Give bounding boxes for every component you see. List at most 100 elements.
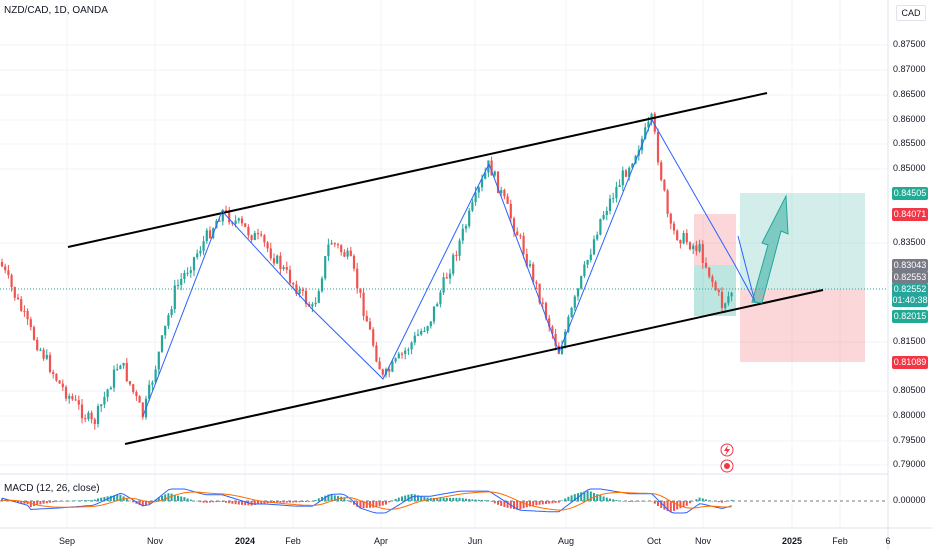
time-axis-label: Apr [373, 536, 389, 546]
macd-histogram-bar [308, 501, 311, 502]
candle-body [349, 250, 352, 256]
candle-body [362, 292, 365, 316]
candle-body [464, 226, 468, 229]
macd-histogram-bar [660, 501, 663, 508]
macd-histogram-bar [263, 501, 266, 504]
event-icon[interactable] [720, 459, 734, 473]
price-axis-label: 0.87000 [893, 64, 926, 74]
macd-histogram-bar [202, 501, 205, 503]
candle-body [285, 267, 288, 270]
channel-upper-line[interactable] [67, 92, 768, 248]
candle-body [576, 288, 580, 297]
symbol-title[interactable]: NZD/CAD, 1D, OANDA [4, 5, 108, 16]
candle-body [567, 316, 570, 332]
candle-body [471, 202, 474, 211]
macd-histogram-bar [257, 501, 259, 505]
macd-histogram-bar [545, 501, 547, 504]
candle-body [4, 266, 7, 271]
candle-body [324, 256, 327, 279]
price-axis-label: 0.81500 [893, 336, 926, 346]
candle-body [109, 387, 112, 390]
candle-body [71, 396, 74, 400]
macd-histogram-bar [241, 501, 243, 505]
candle-body [186, 272, 189, 274]
time-axis-label: Oct [646, 536, 662, 546]
currency-button[interactable]: CAD [896, 5, 926, 21]
candle-body [416, 334, 420, 336]
macd-histogram-bar [42, 501, 45, 504]
candle-body [183, 273, 186, 279]
macd-histogram-bar [71, 500, 74, 502]
short-position-target-zone[interactable] [694, 265, 736, 316]
candle-body [112, 369, 116, 388]
candle-body [554, 333, 557, 346]
candle-body [624, 170, 628, 177]
candle-body [180, 278, 183, 285]
macd-histogram-bar [196, 501, 199, 502]
candle-body [461, 228, 464, 241]
long-position-target-zone[interactable] [740, 193, 865, 289]
candle-body [58, 380, 61, 384]
macd-histogram-bar [298, 501, 301, 503]
macd-histogram-bar [301, 501, 304, 503]
channel-lower-line[interactable] [124, 289, 824, 445]
candle-body [74, 399, 77, 401]
macd-histogram-bar [538, 501, 541, 505]
projection-arrow[interactable] [751, 194, 789, 304]
macd-histogram-bar [157, 497, 160, 501]
candle-body [336, 244, 340, 246]
candle-body [224, 210, 228, 212]
candle-body [439, 292, 442, 305]
candle-body [496, 171, 500, 194]
candle-body [372, 329, 375, 346]
macd-histogram-bar [77, 500, 80, 501]
time-axis-label: 2025 [781, 536, 803, 546]
macd-histogram-bar [692, 501, 695, 502]
macd-histogram-bar [513, 501, 515, 510]
time-axis-label: Nov [694, 536, 712, 546]
candle-body [506, 196, 509, 204]
macd-histogram-bar [644, 501, 647, 502]
price-axis-label: 0.85000 [893, 163, 926, 173]
candle-body [26, 311, 29, 320]
macd-histogram-bar [333, 495, 336, 501]
macd-histogram-bar [388, 501, 391, 503]
zigzag-pattern[interactable] [142, 118, 756, 417]
macd-histogram-bar [711, 501, 714, 502]
macd-histogram-bar [698, 497, 701, 501]
candle-body [13, 287, 16, 298]
candle-body [605, 210, 608, 215]
candle-body [260, 234, 263, 236]
macd-histogram-bar [145, 501, 147, 505]
candle-body [359, 288, 362, 293]
candle-body [522, 235, 525, 254]
macd-histogram-bar [23, 501, 26, 504]
candle-body [564, 331, 567, 347]
candle-body [365, 315, 368, 322]
candle-body [304, 290, 308, 304]
candle-body [570, 307, 573, 317]
macd-histogram-bar [426, 497, 429, 501]
candle-body [7, 270, 10, 276]
candle-body [541, 302, 544, 304]
macd-histogram-bar [177, 495, 179, 501]
candle-body [253, 233, 256, 241]
candle-body [311, 304, 314, 307]
macd-histogram-bar [343, 498, 346, 501]
short-position-stop-zone[interactable] [694, 214, 736, 265]
candle-body [423, 330, 426, 332]
candle-body [468, 210, 471, 227]
macd-histogram-bar [212, 501, 215, 503]
candle-body [455, 254, 458, 256]
macd-histogram-bar [36, 501, 39, 506]
candle-body [77, 400, 80, 405]
candle-body [119, 365, 122, 369]
macd-histogram-bar [599, 495, 602, 501]
candle-body [29, 319, 32, 328]
candle-body [426, 326, 429, 331]
macd-histogram-bar [503, 501, 506, 507]
macd-histogram-bar [573, 494, 576, 501]
macd-legend[interactable]: MACD (12, 26, close) [4, 483, 100, 494]
lightning-icon[interactable] [720, 443, 734, 457]
